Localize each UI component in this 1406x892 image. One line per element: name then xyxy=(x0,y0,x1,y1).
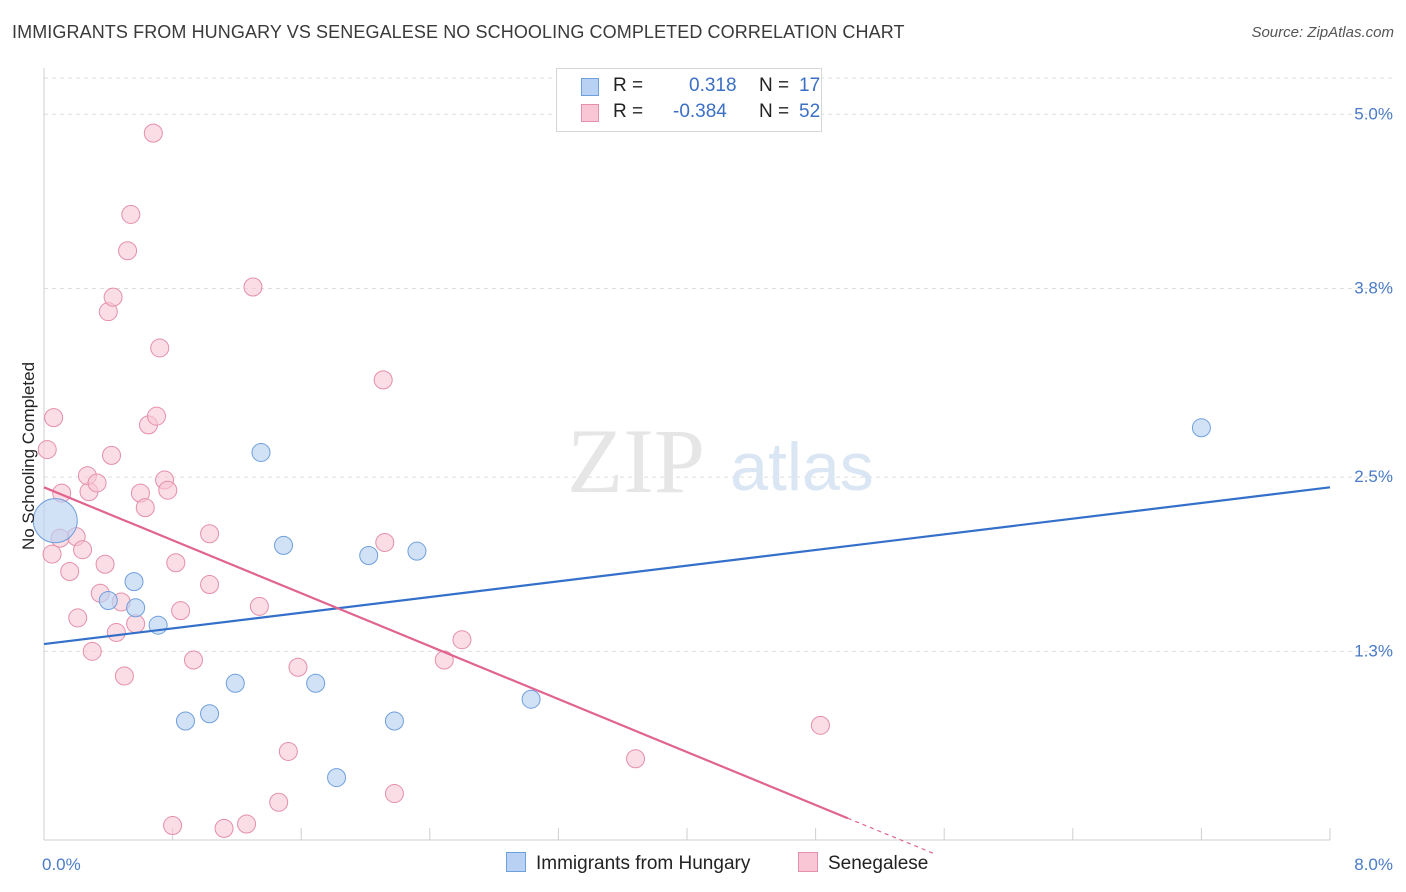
senegal-point xyxy=(68,608,88,628)
legend-n-value: 17 xyxy=(799,75,821,96)
y-tick-label: 5.0% xyxy=(1354,104,1393,123)
x-tick-label-min: 0.0% xyxy=(42,855,81,874)
legend-swatch-hungary xyxy=(581,78,599,96)
senegal-point xyxy=(214,818,234,838)
hungary-point xyxy=(124,572,144,592)
senegal-point xyxy=(135,498,155,518)
senegal-point xyxy=(166,553,186,573)
senegal-point xyxy=(147,406,167,426)
senegal-point xyxy=(37,440,57,460)
senegal-point xyxy=(384,784,404,804)
trend-lines xyxy=(43,486,1331,856)
senegal-trend-line xyxy=(43,486,849,820)
senegal-point xyxy=(126,614,146,634)
senegal-point xyxy=(269,792,289,812)
bottom-legend-label-senegal: Senegalese xyxy=(828,853,929,874)
senegal-point xyxy=(82,641,102,661)
bottom-legend-senegal: Senegalese xyxy=(798,852,928,875)
bottom-legend-swatch-hungary xyxy=(506,852,526,872)
hungary-point xyxy=(521,689,541,709)
senegal-point xyxy=(810,715,830,735)
grid-lines xyxy=(44,77,1392,652)
senegal-point xyxy=(373,370,393,390)
hungary-point xyxy=(306,673,326,693)
legend-r-value: -0.384 xyxy=(673,101,727,122)
senegal-point xyxy=(73,540,93,560)
senegal-points xyxy=(37,123,830,838)
senegal-point xyxy=(150,338,170,358)
hungary-point xyxy=(225,673,245,693)
x-tick-label-max: 8.0% xyxy=(1354,855,1393,874)
hungary-point xyxy=(274,535,294,555)
senegal-point xyxy=(278,741,298,761)
senegal-point xyxy=(102,445,122,465)
senegal-point xyxy=(375,532,395,552)
hungary-point xyxy=(251,442,271,462)
bottom-legend-hungary: Immigrants from Hungary xyxy=(506,852,750,875)
senegal-point xyxy=(60,561,80,581)
senegal-point xyxy=(183,650,203,670)
senegal-point xyxy=(103,287,123,307)
senegal-point xyxy=(288,657,308,677)
watermark-zip: ZIP xyxy=(567,410,705,512)
x-tick-labels: 0.0% 8.0% xyxy=(42,855,1393,874)
senegal-point xyxy=(42,544,62,564)
senegal-point xyxy=(158,480,178,500)
senegal-point xyxy=(626,749,646,769)
senegal-point xyxy=(249,596,269,616)
y-tick-label: 1.3% xyxy=(1354,641,1393,660)
watermark: ZIP atlas xyxy=(567,410,874,512)
y-axis-label: No Schooling Completed xyxy=(19,362,38,550)
senegal-point xyxy=(200,575,220,595)
y-tick-label: 3.8% xyxy=(1354,278,1393,297)
legend-n-label: N = xyxy=(759,101,790,122)
correlation-legend: R = 0.318 N = 17 R = -0.384 N = 52 xyxy=(556,68,822,132)
senegal-point xyxy=(87,473,107,493)
chart-title: IMMIGRANTS FROM HUNGARY VS SENEGALESE NO… xyxy=(12,22,905,42)
legend-r-value: 0.318 xyxy=(689,75,737,96)
senegal-point xyxy=(118,241,138,261)
hungary-trend-line xyxy=(43,486,1331,646)
hungary-point xyxy=(32,498,78,544)
senegal-point xyxy=(95,554,115,574)
y-tick-labels: 1.3% 2.5% 3.8% 5.0% xyxy=(1354,104,1393,660)
legend-n-label: N = xyxy=(759,75,790,96)
hungary-point xyxy=(175,711,195,731)
senegal-point xyxy=(243,277,263,297)
hungary-point xyxy=(384,711,404,731)
senegal-point xyxy=(200,524,220,544)
hungary-point xyxy=(327,768,347,788)
senegal-point xyxy=(452,630,472,650)
senegal-point xyxy=(163,815,183,835)
hungary-point xyxy=(98,591,118,611)
senegal-point xyxy=(44,408,64,428)
bottom-legend-swatch-senegal xyxy=(798,852,818,872)
hungary-point xyxy=(126,598,146,618)
hungary-point xyxy=(359,546,379,566)
watermark-atlas: atlas xyxy=(730,429,874,505)
senegal-point xyxy=(171,601,191,621)
legend-r-label: R = xyxy=(613,101,644,122)
legend-r-label: R = xyxy=(613,75,644,96)
senegal-point xyxy=(114,666,134,686)
senegal-trend-extension xyxy=(847,817,937,856)
hungary-point xyxy=(407,541,427,561)
bottom-legend-label-hungary: Immigrants from Hungary xyxy=(536,853,751,874)
hungary-point xyxy=(200,704,220,724)
hungary-points xyxy=(32,418,1211,788)
source-credit: Source: ZipAtlas.com xyxy=(1251,24,1394,41)
senegal-point xyxy=(106,622,126,642)
senegal-point xyxy=(237,814,257,834)
senegal-point xyxy=(121,204,141,224)
senegal-point xyxy=(143,123,163,143)
legend-n-value: 52 xyxy=(799,101,821,122)
y-tick-label: 2.5% xyxy=(1354,467,1393,486)
hungary-point xyxy=(1191,418,1211,438)
legend-swatch-senegal xyxy=(581,104,599,122)
